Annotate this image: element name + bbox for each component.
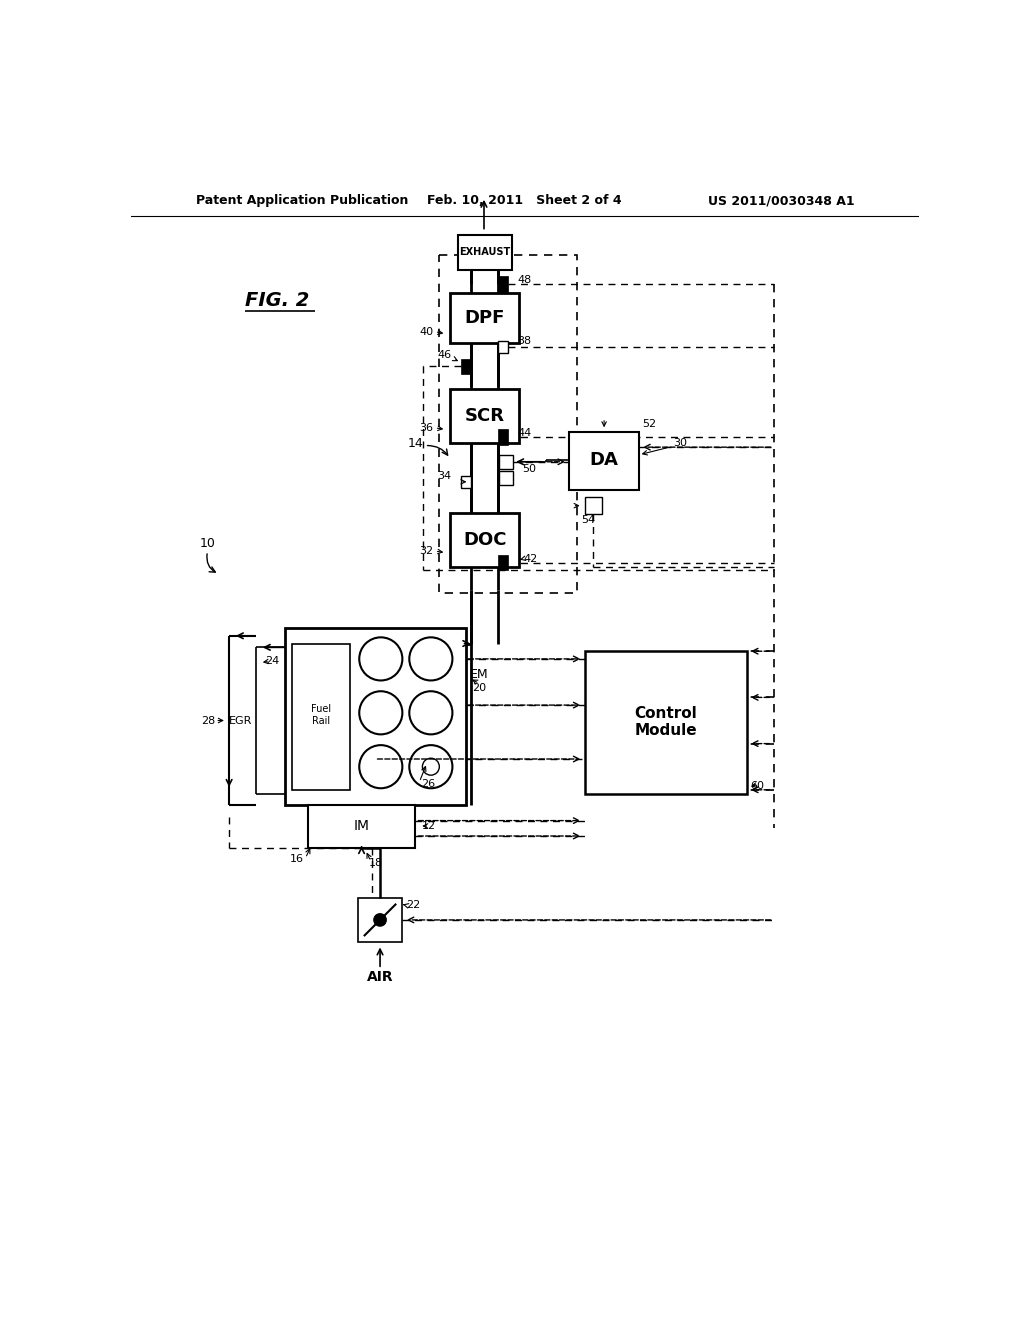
Bar <box>500 471 513 484</box>
Text: Patent Application Publication: Patent Application Publication <box>196 194 409 207</box>
Text: DA: DA <box>590 451 618 469</box>
Text: DOC: DOC <box>463 531 507 549</box>
Text: 20: 20 <box>472 684 485 693</box>
Text: 50: 50 <box>522 463 537 474</box>
Circle shape <box>410 638 453 681</box>
Bar <box>357 898 402 942</box>
Bar <box>498 276 508 292</box>
Circle shape <box>359 638 402 681</box>
Text: 14: 14 <box>408 437 423 450</box>
Text: 16: 16 <box>290 854 304 865</box>
Text: 38: 38 <box>517 335 531 346</box>
Text: Fuel: Fuel <box>310 704 331 714</box>
Bar <box>500 455 513 469</box>
Text: 46: 46 <box>437 350 452 360</box>
Bar <box>569 432 639 490</box>
Text: Control
Module: Control Module <box>634 706 697 738</box>
Text: Feb. 10, 2011   Sheet 2 of 4: Feb. 10, 2011 Sheet 2 of 4 <box>427 194 623 207</box>
Circle shape <box>359 692 402 734</box>
Text: DPF: DPF <box>465 309 505 327</box>
Circle shape <box>374 913 386 927</box>
Text: 28: 28 <box>201 715 215 726</box>
Text: 52: 52 <box>643 418 656 429</box>
Text: 18: 18 <box>370 858 383 869</box>
Bar <box>458 235 512 271</box>
Text: 48: 48 <box>517 275 531 285</box>
Text: 60: 60 <box>751 781 764 791</box>
Text: US 2011/0030348 A1: US 2011/0030348 A1 <box>708 194 854 207</box>
Text: 42: 42 <box>523 554 538 564</box>
Text: 36: 36 <box>419 422 433 433</box>
Text: EXHAUST: EXHAUST <box>459 247 510 257</box>
Circle shape <box>359 744 402 788</box>
Circle shape <box>410 692 453 734</box>
Bar <box>498 554 508 570</box>
Text: EM: EM <box>469 668 488 681</box>
Text: 10: 10 <box>200 537 216 550</box>
Bar <box>585 651 746 793</box>
Bar <box>585 498 602 515</box>
Text: EGR: EGR <box>229 715 252 726</box>
Text: AIR: AIR <box>367 970 393 983</box>
Bar <box>451 389 519 444</box>
Text: FIG. 2: FIG. 2 <box>245 292 309 310</box>
Bar <box>307 805 416 847</box>
Bar <box>292 644 350 789</box>
Text: IM: IM <box>353 818 370 833</box>
Text: 40: 40 <box>419 326 433 337</box>
Text: 30: 30 <box>674 438 687 449</box>
Text: 12: 12 <box>422 821 436 832</box>
Bar <box>451 293 519 343</box>
Text: 26: 26 <box>422 779 435 788</box>
Bar <box>461 475 471 488</box>
Bar <box>285 628 466 805</box>
Bar <box>451 512 519 566</box>
Bar <box>498 429 508 445</box>
Text: 54: 54 <box>581 515 595 525</box>
Text: 24: 24 <box>265 656 280 667</box>
Bar <box>461 359 471 374</box>
Bar <box>498 341 508 354</box>
Text: 22: 22 <box>407 900 421 911</box>
Text: 44: 44 <box>517 428 531 438</box>
Text: SCR: SCR <box>465 408 505 425</box>
Circle shape <box>410 744 453 788</box>
Text: Rail: Rail <box>311 715 330 726</box>
Circle shape <box>422 758 439 775</box>
Text: 34: 34 <box>437 471 452 480</box>
Text: 32: 32 <box>419 546 433 556</box>
